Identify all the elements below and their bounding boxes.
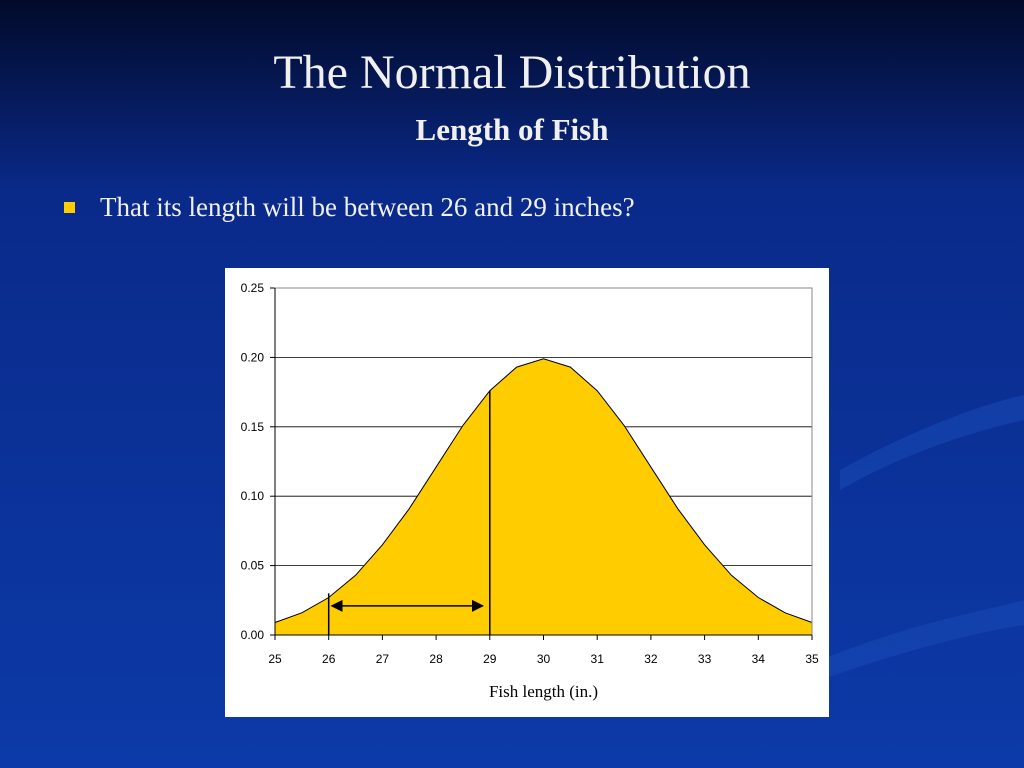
x-tick-label: 33 (698, 652, 712, 666)
slide-title: The Normal Distribution (273, 46, 750, 99)
area (275, 358, 812, 635)
x-tick-label: 30 (537, 652, 551, 666)
y-tick-label: 0.20 (241, 350, 265, 364)
decoration (840, 395, 1024, 490)
bullet-text: That its length will be between 26 and 2… (100, 192, 635, 222)
x-tick-label: 29 (483, 652, 497, 666)
y-tick-label: 0.05 (241, 559, 265, 573)
y-tick-label: 0.10 (241, 489, 265, 503)
x-tick-label: 28 (429, 652, 443, 666)
x-tick-label: 35 (805, 652, 819, 666)
y-tick-label: 0.25 (241, 281, 265, 295)
y-tick-label: 0.15 (241, 420, 265, 434)
chart: 0.00 0.05 0.10 0.15 0.20 0.25 25 26 27 28 29 30 31 32… (241, 281, 819, 701)
curve-line (274, 358, 813, 623)
x-tick-label: 34 (752, 652, 766, 666)
x-tick-label: 26 (322, 652, 336, 666)
slide-subtitle: Length of Fish (416, 112, 609, 147)
x-axis-title: Fish length (in.) (489, 682, 598, 701)
decoration (820, 600, 1024, 680)
x-tick-label: 27 (376, 652, 390, 666)
x-tick-label: 32 (644, 652, 658, 666)
bullet-icon (64, 202, 75, 213)
x-tick-label: 25 (268, 652, 282, 666)
x-tick-label: 31 (591, 652, 605, 666)
y-tick-label: 0.00 (241, 628, 265, 642)
